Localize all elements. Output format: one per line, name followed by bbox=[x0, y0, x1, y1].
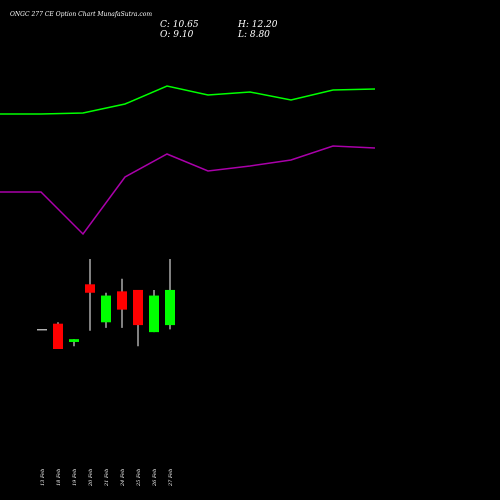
high-label: H: 12.20 bbox=[237, 20, 278, 30]
candle-body bbox=[149, 295, 159, 333]
upper-band-line bbox=[0, 85, 376, 115]
chart-title: ONGC 277 CE Option Chart MunafaSutra.com bbox=[10, 11, 152, 18]
close-label: C: 10.65 bbox=[160, 20, 199, 30]
candle-body bbox=[165, 289, 175, 326]
x-tick-label: 24 Feb bbox=[120, 469, 126, 487]
candle-body bbox=[101, 295, 111, 323]
x-tick-label: 19 Feb bbox=[72, 469, 78, 486]
x-tick-label: 25 Feb bbox=[136, 469, 142, 487]
lower-band-line bbox=[0, 145, 376, 236]
upper-band-series bbox=[0, 85, 376, 115]
x-axis-ticks: 13 Feb 18 Feb 19 Feb 20 Feb 21 Feb 24 Feb 25 F… bbox=[40, 469, 174, 487]
x-tick-label: 27 Feb bbox=[168, 469, 174, 487]
candle-body bbox=[117, 291, 127, 310]
lower-band-series bbox=[0, 145, 376, 236]
candle-body bbox=[69, 339, 79, 342]
candle-body bbox=[85, 284, 95, 293]
candle-body bbox=[53, 323, 63, 349]
candle-body bbox=[37, 329, 47, 331]
low-label: L: 8.80 bbox=[237, 30, 270, 40]
x-tick-label: 18 Feb bbox=[56, 469, 62, 486]
x-tick-label: 26 Feb bbox=[152, 469, 158, 487]
x-tick-label: 13 Feb bbox=[40, 469, 46, 486]
candles-series bbox=[37, 259, 175, 349]
x-tick-label: 20 Feb bbox=[88, 469, 94, 487]
candle-body bbox=[133, 289, 143, 326]
open-label: O: 9.10 bbox=[160, 30, 194, 40]
x-tick-label: 21 Feb bbox=[104, 469, 110, 487]
